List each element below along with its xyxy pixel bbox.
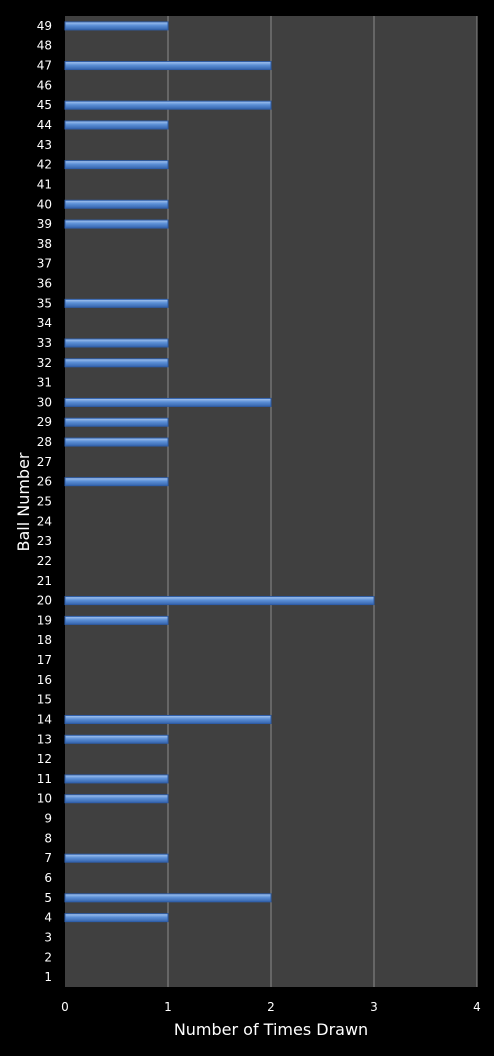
y-tick-label-8: 8 bbox=[44, 831, 52, 845]
bar-ball-33 bbox=[64, 338, 169, 348]
x-tick-label-3: 3 bbox=[370, 1000, 378, 1014]
y-tick-label-2: 2 bbox=[44, 950, 52, 964]
y-tick-label-9: 9 bbox=[44, 812, 52, 826]
y-axis-title: Ball Number bbox=[14, 452, 33, 551]
y-tick-label-39: 39 bbox=[37, 217, 52, 231]
bar-ball-5 bbox=[64, 893, 272, 903]
y-tick-label-24: 24 bbox=[37, 514, 52, 528]
y-tick-label-16: 16 bbox=[37, 673, 52, 687]
bar-ball-42 bbox=[64, 160, 169, 170]
y-tick-label-13: 13 bbox=[37, 732, 52, 746]
y-tick-label-34: 34 bbox=[37, 316, 52, 330]
bar-ball-45 bbox=[64, 100, 272, 110]
y-tick-label-19: 19 bbox=[37, 613, 52, 627]
y-tick-label-42: 42 bbox=[37, 158, 52, 172]
y-tick-label-22: 22 bbox=[37, 554, 52, 568]
bar-ball-29 bbox=[64, 417, 169, 427]
x-tick-label-4: 4 bbox=[473, 1000, 481, 1014]
bar-ball-13 bbox=[64, 734, 169, 744]
bar-ball-28 bbox=[64, 437, 169, 447]
bar-ball-14 bbox=[64, 714, 272, 724]
y-tick-label-46: 46 bbox=[37, 78, 52, 92]
y-tick-label-21: 21 bbox=[37, 574, 52, 588]
y-tick-label-36: 36 bbox=[37, 277, 52, 291]
y-tick-label-4: 4 bbox=[44, 911, 52, 925]
bar-ball-26 bbox=[64, 477, 169, 487]
y-tick-label-31: 31 bbox=[37, 376, 52, 390]
gridlines bbox=[167, 16, 478, 987]
y-tick-label-45: 45 bbox=[37, 98, 52, 112]
y-tick-label-27: 27 bbox=[37, 455, 52, 469]
x-tick-labels: 0 1 2 3 4 bbox=[61, 1000, 481, 1014]
y-tick-label-49: 49 bbox=[37, 19, 52, 33]
y-tick-label-29: 29 bbox=[37, 415, 52, 429]
y-tick-label-11: 11 bbox=[37, 772, 52, 786]
y-tick-label-30: 30 bbox=[37, 395, 52, 409]
y-tick-label-32: 32 bbox=[37, 356, 52, 370]
y-tick-label-3: 3 bbox=[44, 930, 52, 944]
bar-ball-40 bbox=[64, 199, 169, 209]
bar-ball-30 bbox=[64, 397, 272, 407]
bar-ball-35 bbox=[64, 298, 169, 308]
x-tick-label-2: 2 bbox=[267, 1000, 275, 1014]
bar-ball-39 bbox=[64, 219, 169, 229]
bar-ball-11 bbox=[64, 774, 169, 784]
y-tick-label-18: 18 bbox=[37, 633, 52, 647]
y-tick-label-28: 28 bbox=[37, 435, 52, 449]
bar-ball-10 bbox=[64, 794, 169, 804]
x-tick-label-0: 0 bbox=[61, 1000, 69, 1014]
bar-ball-44 bbox=[64, 120, 169, 130]
y-tick-label-12: 12 bbox=[37, 752, 52, 766]
y-tick-label-23: 23 bbox=[37, 534, 52, 548]
y-tick-label-37: 37 bbox=[37, 257, 52, 271]
bar-ball-20 bbox=[64, 596, 375, 606]
y-tick-label-40: 40 bbox=[37, 197, 52, 211]
y-tick-label-38: 38 bbox=[37, 237, 52, 251]
y-tick-label-26: 26 bbox=[37, 475, 52, 489]
bar-ball-7 bbox=[64, 853, 169, 863]
y-tick-label-48: 48 bbox=[37, 39, 52, 53]
bar-ball-19 bbox=[64, 615, 169, 625]
y-tick-label-44: 44 bbox=[37, 118, 52, 132]
y-tick-label-47: 47 bbox=[37, 59, 52, 73]
y-tick-label-1: 1 bbox=[44, 970, 52, 984]
x-axis-title: Number of Times Drawn bbox=[174, 1020, 368, 1039]
x-tick-label-1: 1 bbox=[164, 1000, 172, 1014]
y-tick-label-41: 41 bbox=[37, 177, 52, 191]
bar-ball-4 bbox=[64, 913, 169, 923]
y-tick-labels: 1234567891011121314151617181920212223242… bbox=[37, 19, 52, 984]
y-tick-label-20: 20 bbox=[37, 594, 52, 608]
y-tick-label-6: 6 bbox=[44, 871, 52, 885]
y-tick-label-17: 17 bbox=[37, 653, 52, 667]
y-tick-label-7: 7 bbox=[44, 851, 52, 865]
y-tick-label-25: 25 bbox=[37, 495, 52, 509]
bar-ball-49 bbox=[64, 21, 169, 31]
y-tick-label-43: 43 bbox=[37, 138, 52, 152]
bars bbox=[64, 21, 375, 923]
y-tick-label-35: 35 bbox=[37, 296, 52, 310]
y-tick-label-5: 5 bbox=[44, 891, 52, 905]
bar-ball-47 bbox=[64, 61, 272, 71]
bar-ball-32 bbox=[64, 358, 169, 368]
y-tick-label-33: 33 bbox=[37, 336, 52, 350]
y-tick-label-10: 10 bbox=[37, 792, 52, 806]
y-tick-label-15: 15 bbox=[37, 693, 52, 707]
y-tick-label-14: 14 bbox=[37, 712, 52, 726]
